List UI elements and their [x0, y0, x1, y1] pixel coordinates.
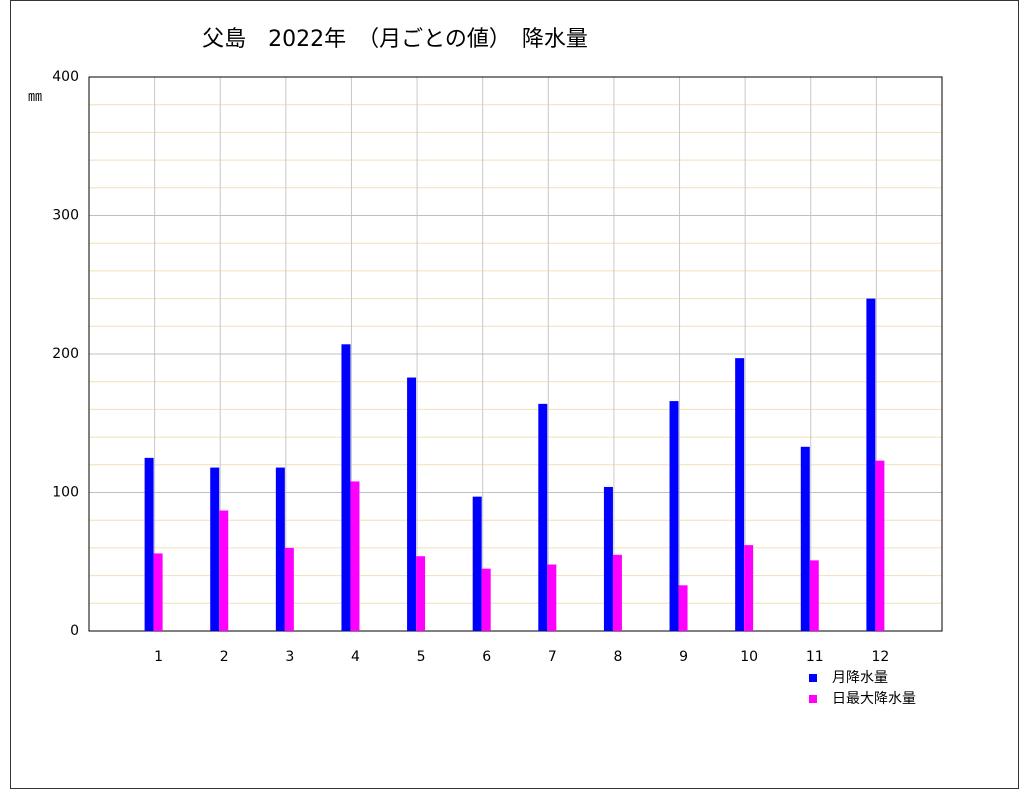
x-tick-label: 9 — [679, 649, 688, 665]
x-tick-label: 7 — [548, 649, 557, 665]
x-tick-label: 11 — [806, 649, 824, 665]
bar — [809, 560, 819, 631]
bar — [275, 467, 285, 631]
legend-swatch — [809, 674, 817, 682]
x-tick-label: 1 — [154, 649, 163, 665]
bar — [350, 481, 360, 631]
bar — [547, 564, 557, 631]
y-unit: ㎜ — [28, 89, 42, 105]
bar — [481, 568, 491, 631]
bar — [416, 556, 426, 631]
legend-label: 月降水量 — [832, 670, 888, 686]
x-tick-label: 12 — [871, 649, 889, 665]
bar — [603, 486, 613, 631]
x-tick-label: 2 — [220, 649, 229, 665]
bar — [744, 545, 754, 631]
bar — [144, 457, 154, 631]
bar — [800, 446, 810, 631]
legend-label: 日最大降水量 — [832, 691, 916, 707]
x-tick-label: 10 — [740, 649, 758, 665]
y-tick-label: 200 — [52, 346, 79, 362]
x-tick-label: 6 — [482, 649, 491, 665]
y-tick-label: 100 — [52, 485, 79, 501]
plot-border — [88, 76, 943, 632]
bar — [219, 510, 229, 631]
bar — [472, 496, 482, 631]
x-tick-label: 4 — [351, 649, 360, 665]
x-tick-label: 8 — [613, 649, 622, 665]
x-tick-label: 5 — [417, 649, 426, 665]
y-tick-label: 0 — [70, 623, 79, 639]
bar — [284, 547, 294, 631]
bar — [678, 585, 688, 631]
y-tick-label: 400 — [52, 69, 79, 85]
legend-swatch — [809, 695, 817, 703]
bar — [875, 460, 885, 631]
bar — [612, 554, 622, 631]
bar — [866, 298, 876, 631]
bar — [341, 344, 351, 631]
bar — [669, 401, 679, 631]
y-tick-label: 300 — [52, 208, 79, 224]
chart-title: 父島 2022年 （月ごとの値） 降水量 — [202, 27, 588, 52]
bar — [407, 377, 417, 631]
bar — [210, 467, 220, 631]
bar — [538, 403, 548, 631]
bar — [153, 553, 163, 631]
bar — [735, 358, 745, 631]
x-tick-label: 3 — [285, 649, 294, 665]
